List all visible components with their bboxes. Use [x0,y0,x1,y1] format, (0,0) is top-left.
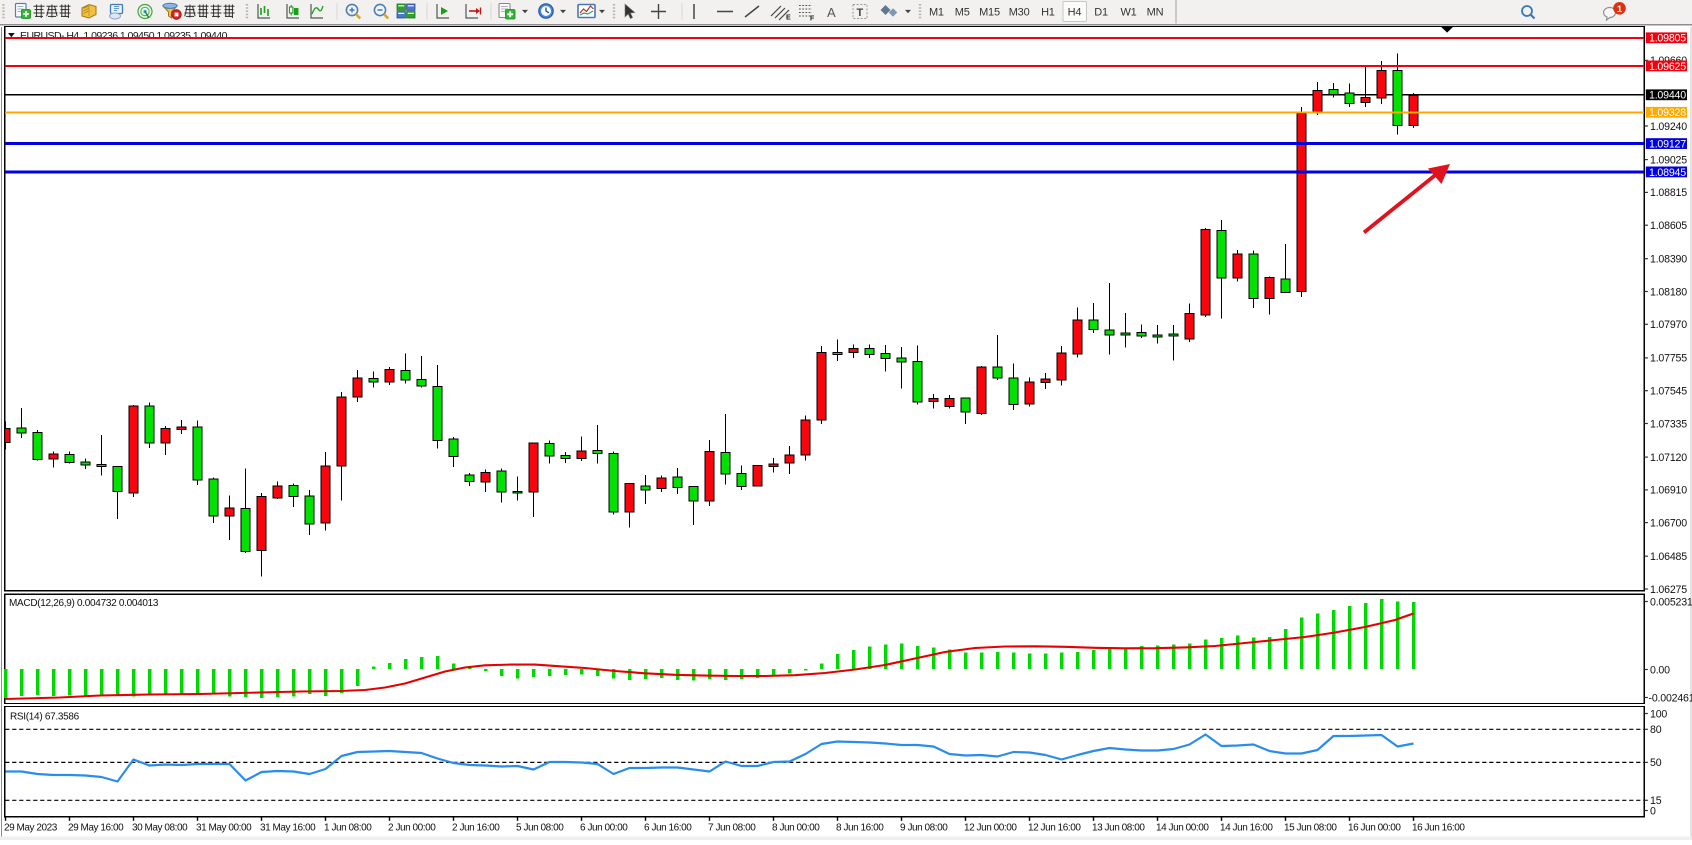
svg-text:1.07545: 1.07545 [1650,386,1687,398]
svg-text:7 Jun 08:00: 7 Jun 08:00 [708,823,756,834]
svg-text:D1: D1 [1094,6,1108,18]
svg-text:1 Jun 08:00: 1 Jun 08:00 [324,823,372,834]
svg-text:2 Jun 00:00: 2 Jun 00:00 [388,823,436,834]
svg-text:RSI(14) 67.3586: RSI(14) 67.3586 [10,712,80,723]
svg-text:8 Jun 16:00: 8 Jun 16:00 [836,823,884,834]
svg-text:E: E [786,15,791,22]
svg-text:0: 0 [1650,805,1656,817]
svg-text:1.08945: 1.08945 [1649,167,1686,179]
svg-text:6 Jun 16:00: 6 Jun 16:00 [644,823,692,834]
svg-text:30 May 08:00: 30 May 08:00 [132,823,188,834]
svg-text:1.07755: 1.07755 [1650,353,1687,365]
svg-text:14 Jun 16:00: 14 Jun 16:00 [1220,823,1273,834]
svg-text:31 May 00:00: 31 May 00:00 [196,823,252,834]
svg-text:H1: H1 [1041,6,1055,18]
svg-text:50: 50 [1650,757,1662,769]
svg-text:12 Jun 16:00: 12 Jun 16:00 [1028,823,1081,834]
svg-text:14 Jun 00:00: 14 Jun 00:00 [1156,823,1209,834]
svg-text:H4: H4 [1068,6,1082,18]
svg-text:1.06700: 1.06700 [1650,517,1687,529]
svg-text:1.09328: 1.09328 [1649,107,1686,119]
svg-text:100: 100 [1650,708,1667,720]
svg-text:1.06275: 1.06275 [1650,584,1687,596]
svg-text:1.08390: 1.08390 [1650,254,1687,266]
svg-text:M30: M30 [1009,6,1030,18]
svg-text:F: F [810,16,815,23]
svg-text:1.09440: 1.09440 [1649,90,1686,102]
svg-text:1.09625: 1.09625 [1649,61,1686,73]
svg-text:1.08815: 1.08815 [1650,187,1687,199]
svg-text:1.06910: 1.06910 [1650,485,1687,497]
svg-text:1.09025: 1.09025 [1650,154,1687,166]
svg-text:-0.002461: -0.002461 [1649,692,1692,704]
svg-text:1: 1 [1617,4,1623,15]
svg-text:2 Jun 16:00: 2 Jun 16:00 [452,823,500,834]
svg-text:MACD(12,26,9) 0.004732 0.00401: MACD(12,26,9) 0.004732 0.004013 [9,598,159,609]
svg-text:16 Jun 16:00: 16 Jun 16:00 [1412,823,1465,834]
svg-text:12 Jun 00:00: 12 Jun 00:00 [964,823,1017,834]
svg-text:1.09240: 1.09240 [1650,121,1687,133]
svg-text:29 May 16:00: 29 May 16:00 [68,823,124,834]
svg-text:T: T [857,7,864,19]
svg-text:9 Jun 08:00: 9 Jun 08:00 [900,823,948,834]
svg-text:1.06485: 1.06485 [1650,551,1687,563]
svg-text:15 Jun 08:00: 15 Jun 08:00 [1284,823,1337,834]
svg-text:31 May 16:00: 31 May 16:00 [260,823,316,834]
svg-text:80: 80 [1650,724,1662,736]
svg-text:1.09127: 1.09127 [1649,139,1686,151]
svg-text:6 Jun 00:00: 6 Jun 00:00 [580,823,628,834]
svg-text:W1: W1 [1120,6,1136,18]
svg-text:16 Jun 00:00: 16 Jun 00:00 [1348,823,1401,834]
svg-text:MN: MN [1147,6,1164,18]
svg-text:13 Jun 08:00: 13 Jun 08:00 [1092,823,1145,834]
svg-text:8 Jun 00:00: 8 Jun 00:00 [772,823,820,834]
svg-text:A: A [827,5,836,20]
svg-text:0.005231: 0.005231 [1650,596,1692,608]
svg-text:1.07120: 1.07120 [1650,452,1687,464]
svg-text:1.07335: 1.07335 [1650,418,1687,430]
svg-text:M15: M15 [979,6,1000,18]
svg-text:29 May 2023: 29 May 2023 [4,823,58,834]
svg-text:1.08180: 1.08180 [1650,286,1687,298]
svg-text:0.00: 0.00 [1650,664,1670,676]
svg-text:1.09805: 1.09805 [1649,33,1686,45]
svg-text:1.08605: 1.08605 [1650,220,1687,232]
svg-text:5 Jun 08:00: 5 Jun 08:00 [516,823,564,834]
svg-text:M5: M5 [955,6,970,18]
svg-text:M1: M1 [929,6,944,18]
svg-text:1.07970: 1.07970 [1650,319,1687,331]
svg-text:EURUSD-.H4 1.09236 1.09450 1.: EURUSD-.H4 1.09236 1.09450 1.09235 1.094… [20,30,228,42]
